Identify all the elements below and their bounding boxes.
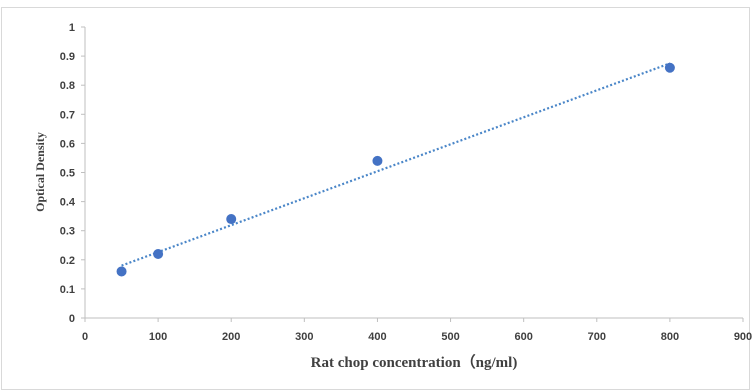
y-tick-label: 0.4: [60, 197, 76, 209]
y-tick-labels: 0 0.1 0.2 0.3 0.4 0.5 0.6 0.7 0.8 0.9 1: [60, 22, 76, 325]
y-axis-title: Optical Density: [33, 132, 47, 212]
y-tick-label: 0.5: [60, 168, 75, 180]
x-tick-labels: 0 100 200 300 400 500 600 700 800 900: [82, 331, 752, 343]
y-tick-label: 0.6: [60, 138, 75, 150]
y-tick-label: 0.2: [60, 255, 75, 267]
x-tick-label: 100: [149, 331, 167, 343]
data-point: [372, 155, 383, 166]
y-tick-label: 0.8: [60, 80, 75, 92]
data-point: [153, 248, 164, 259]
data-point: [664, 62, 675, 73]
y-tick-label: 0.7: [60, 109, 75, 121]
data-point: [116, 266, 127, 277]
data-point: [226, 214, 237, 225]
axes: [81, 26, 744, 322]
x-axis-title: Rat chop concentration（ng/ml): [311, 353, 518, 371]
y-tick-label: 0.1: [60, 284, 75, 296]
chart-frame: [1, 7, 750, 390]
x-tick-label: 800: [661, 331, 679, 343]
x-tick-label: 300: [295, 331, 313, 343]
y-tick-label: 0.9: [60, 51, 75, 63]
x-tick-label: 600: [514, 331, 532, 343]
trendline: [121, 62, 671, 267]
y-tick-label: 1: [69, 22, 75, 34]
x-tick-label: 700: [588, 331, 606, 343]
data-points: [116, 62, 675, 277]
x-tick-label: 400: [368, 331, 386, 343]
trendline-group: [121, 62, 671, 267]
x-tick-label: 900: [734, 331, 752, 343]
y-tick-label: 0.3: [60, 226, 75, 238]
x-tick-label: 200: [222, 331, 240, 343]
x-tick-label: 0: [82, 331, 88, 343]
x-tick-label: 500: [441, 331, 459, 343]
y-tick-label: 0: [69, 313, 75, 325]
